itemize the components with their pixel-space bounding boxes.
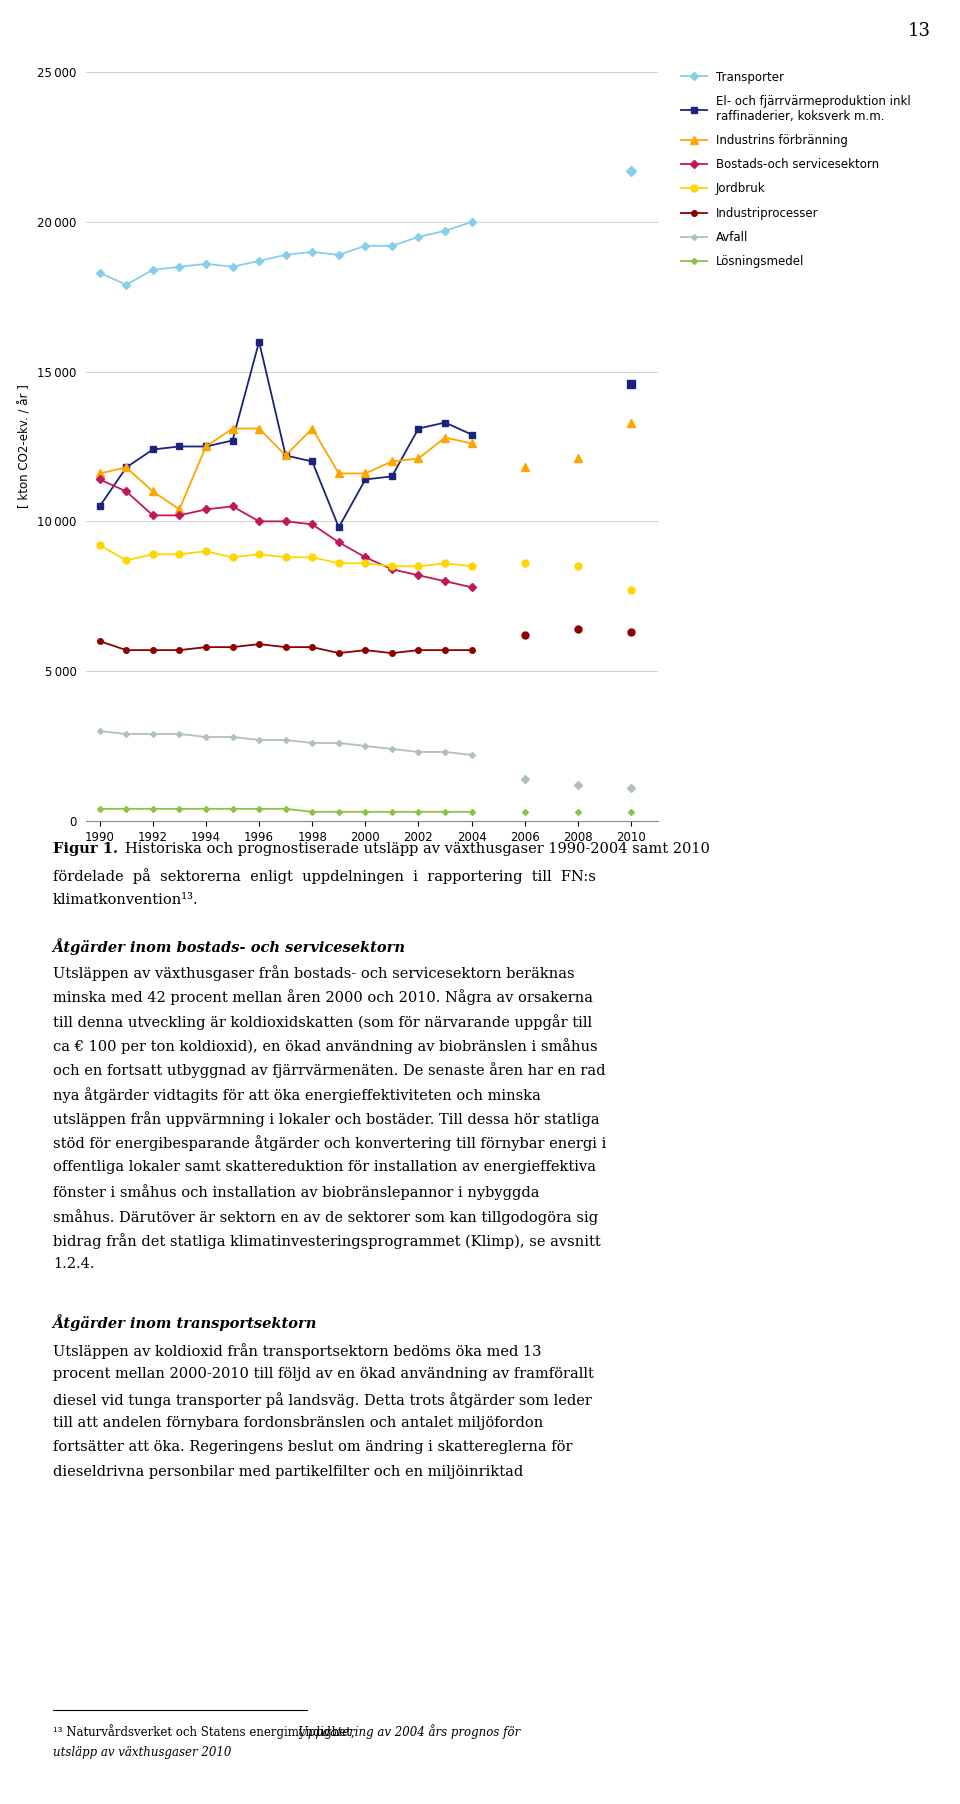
Text: bidrag från det statliga klimatinvesteringsprogrammet (Klimp), se avsnitt: bidrag från det statliga klimatinvesteri… (53, 1234, 601, 1248)
Y-axis label: [ kton CO2-ekv. / år ]: [ kton CO2-ekv. / år ] (19, 384, 32, 509)
Text: Utsläppen av koldioxid från transportsektorn bedöms öka med 13: Utsläppen av koldioxid från transportsek… (53, 1342, 541, 1358)
Text: dieseldrivna personbilar med partikelfilter och en miljöinriktad: dieseldrivna personbilar med partikelfil… (53, 1465, 523, 1479)
Text: utsläpp av växthusgaser 2010: utsläpp av växthusgaser 2010 (53, 1746, 231, 1759)
Legend: Transporter, El- och fjärrvärmeproduktion inkl
raffinaderier, koksverk m.m., Ind: Transporter, El- och fjärrvärmeproduktio… (681, 70, 911, 269)
Text: offentliga lokaler samt skattereduktion för installation av energieffektiva: offentliga lokaler samt skattereduktion … (53, 1160, 596, 1174)
Text: fortsätter att öka. Regeringens beslut om ändring i skattereglerna för: fortsätter att öka. Regeringens beslut o… (53, 1440, 572, 1454)
Text: och en fortsatt utbyggnad av fjärrvärmenäten. De senaste åren har en rad: och en fortsatt utbyggnad av fjärrvärmen… (53, 1063, 606, 1079)
Text: ca € 100 per ton koldioxid), en ökad användning av biobränslen i småhus: ca € 100 per ton koldioxid), en ökad anv… (53, 1037, 597, 1054)
Text: fönster i småhus och installation av biobränslepannor i nybyggda: fönster i småhus och installation av bio… (53, 1183, 540, 1200)
Text: Åtgärder inom bostads- och servicesektorn: Åtgärder inom bostads- och servicesektor… (53, 938, 406, 954)
Text: Historiska och prognostiserade utsläpp av växthusgaser 1990-2004 samt 2010: Historiska och prognostiserade utsläpp a… (125, 842, 709, 857)
Text: ¹³ Naturvårdsverket och Statens energimyndighet,: ¹³ Naturvårdsverket och Statens energimy… (53, 1725, 358, 1739)
Text: till denna utveckling är koldioxidskatten (som för närvarande uppgår till: till denna utveckling är koldioxidskatte… (53, 1014, 592, 1030)
Text: Figur 1.: Figur 1. (53, 842, 118, 857)
Text: Utsläppen av växthusgaser från bostads- och servicesektorn beräknas: Utsläppen av växthusgaser från bostads- … (53, 965, 574, 981)
Text: Åtgärder inom transportsektorn: Åtgärder inom transportsektorn (53, 1313, 317, 1331)
Text: Uppdatering av 2004 års prognos för: Uppdatering av 2004 års prognos för (298, 1725, 520, 1739)
Text: stöd för energibesparande åtgärder och konvertering till förnybar energi i: stöd för energibesparande åtgärder och k… (53, 1137, 606, 1151)
Text: minska med 42 procent mellan åren 2000 och 2010. Några av orsakerna: minska med 42 procent mellan åren 2000 o… (53, 989, 592, 1005)
Text: procent mellan 2000-2010 till följd av en ökad användning av framförallt: procent mellan 2000-2010 till följd av e… (53, 1367, 593, 1382)
Text: fördelade  på  sektorerna  enligt  uppdelningen  i  rapportering  till  FN:s: fördelade på sektorerna enligt uppdelnin… (53, 868, 595, 884)
Text: utsläppen från uppvärmning i lokaler och bostäder. Till dessa hör statliga: utsläppen från uppvärmning i lokaler och… (53, 1111, 599, 1128)
Text: klimatkonvention¹³.: klimatkonvention¹³. (53, 893, 199, 907)
Text: nya åtgärder vidtagits för att öka energieffektiviteten och minska: nya åtgärder vidtagits för att öka energ… (53, 1086, 540, 1102)
Text: till att andelen förnybara fordonsbränslen och antalet miljöfordon: till att andelen förnybara fordonsbränsl… (53, 1416, 543, 1431)
Text: 1.2.4.: 1.2.4. (53, 1257, 94, 1272)
Text: diesel vid tunga transporter på landsväg. Detta trots åtgärder som leder: diesel vid tunga transporter på landsväg… (53, 1393, 591, 1407)
Text: småhus. Därutöver är sektorn en av de sektorer som kan tillgodogöra sig: småhus. Därutöver är sektorn en av de se… (53, 1209, 598, 1225)
Text: 13: 13 (908, 22, 931, 40)
